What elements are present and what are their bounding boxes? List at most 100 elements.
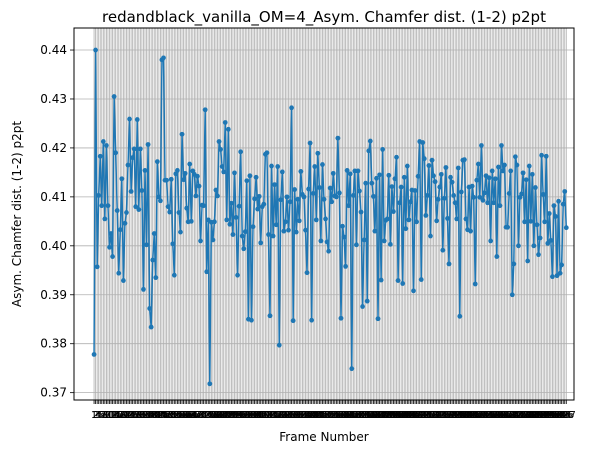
x-tick-label: 302 (549, 410, 568, 421)
x-tick-label: 128 (281, 410, 300, 421)
x-tick-label: 200 (392, 410, 411, 421)
x-tick-label: 257 (480, 410, 499, 421)
data-point (165, 204, 171, 210)
data-point (108, 231, 114, 236)
data-point (105, 203, 111, 209)
x-tick-label: 191 (378, 410, 397, 421)
data-point (303, 227, 308, 233)
data-point (137, 146, 143, 152)
x-tick-label: 32 (136, 410, 149, 421)
x-tick-label: 233 (443, 410, 462, 421)
data-point (130, 155, 136, 161)
y-tick-label: 0.43 (40, 92, 67, 106)
data-point (363, 180, 369, 186)
x-tick-label: 70 (194, 410, 207, 421)
data-point (150, 257, 156, 263)
data-point (174, 168, 180, 173)
x-tick-label: 250 (469, 410, 488, 421)
data-point (310, 191, 316, 196)
x-tick-label: 171 (347, 410, 366, 421)
x-tick-label: 305 (554, 410, 573, 421)
x-tick-label: 82 (213, 410, 226, 421)
x-tick-label: 152 (318, 410, 337, 421)
x-tick-label: 159 (328, 410, 347, 421)
data-point (158, 198, 163, 204)
data-point (273, 222, 279, 228)
x-tick-label: 178 (358, 410, 377, 421)
x-tick-label: 226 (432, 410, 451, 421)
data-point (350, 193, 356, 198)
x-tick-label: 253 (473, 410, 492, 421)
data-point (216, 139, 222, 144)
x-tick-label: 81 (211, 410, 224, 421)
x-tick-label: 104 (243, 410, 262, 421)
x-tick-label: 150 (314, 410, 333, 421)
x-tick-label: 43 (153, 410, 166, 421)
data-point (224, 217, 230, 223)
x-tick-label: 279 (514, 410, 533, 421)
x-tick-label: 80 (210, 410, 223, 421)
data-point (418, 277, 424, 282)
x-tick-label: 256 (478, 410, 497, 421)
x-tick-label: 258 (481, 410, 500, 421)
x-tick-label: 42 (151, 410, 164, 421)
x-tick-label: 121 (270, 410, 289, 421)
data-point (99, 203, 105, 209)
data-point (426, 163, 432, 168)
data-point (281, 228, 287, 234)
x-tick-label: 15 (109, 410, 122, 421)
x-tick-label: 27 (128, 410, 141, 421)
x-tick-label: 161 (331, 410, 350, 421)
data-point (354, 242, 359, 248)
data-point (222, 120, 228, 125)
x-tick-label: 238 (450, 410, 469, 421)
data-point (343, 263, 349, 269)
data-point (406, 217, 412, 223)
x-tick-label: 240 (453, 410, 472, 421)
x-tick-label: 30 (132, 410, 145, 421)
x-tick-label: 76 (203, 410, 216, 421)
x-tick-label: 132 (287, 410, 306, 421)
data-point (178, 229, 183, 235)
x-tick-label: 87 (220, 410, 233, 421)
data-point (366, 148, 372, 154)
data-point (495, 164, 501, 170)
x-tick-label: 303 (551, 410, 570, 421)
x-tick-label: 134 (290, 410, 309, 421)
x-tick-label: 60 (179, 410, 192, 421)
x-tick-label: 147 (310, 410, 329, 421)
data-point (475, 161, 481, 167)
x-tick-label: 149 (313, 410, 332, 421)
data-point (455, 165, 461, 171)
x-tick-label: 91 (227, 410, 240, 421)
data-point (196, 183, 202, 189)
data-point (144, 242, 149, 248)
data-point (545, 240, 551, 246)
x-tick-label: 300 (546, 410, 565, 421)
x-tick-label: 268 (497, 410, 516, 421)
x-tick-label: 52 (166, 410, 179, 421)
x-tick-label: 218 (419, 410, 438, 421)
x-tick-label: 180 (361, 410, 380, 421)
x-tick-label: 67 (190, 410, 203, 421)
x-tick-label: 220 (422, 410, 441, 421)
x-tick-label: 280 (515, 410, 534, 421)
data-point (449, 179, 455, 185)
x-tick-label: 216 (416, 410, 435, 421)
x-tick-label: 110 (253, 410, 272, 421)
data-point (512, 154, 518, 160)
data-point (104, 143, 109, 148)
data-point (307, 140, 313, 146)
data-point (249, 317, 254, 323)
x-tick-label: 207 (402, 410, 421, 421)
data-point (421, 156, 427, 162)
data-point (392, 176, 398, 182)
data-point (486, 175, 492, 181)
x-tick-label: 47 (159, 410, 172, 421)
y-axis-label: Asym. Chamfer dist. (1-2) p2pt (10, 121, 24, 307)
x-tick-label: 182 (364, 410, 383, 421)
data-point (477, 194, 483, 200)
x-tick-label: 38 (145, 410, 158, 421)
x-tick-label: 120 (268, 410, 287, 421)
data-point (142, 168, 148, 173)
